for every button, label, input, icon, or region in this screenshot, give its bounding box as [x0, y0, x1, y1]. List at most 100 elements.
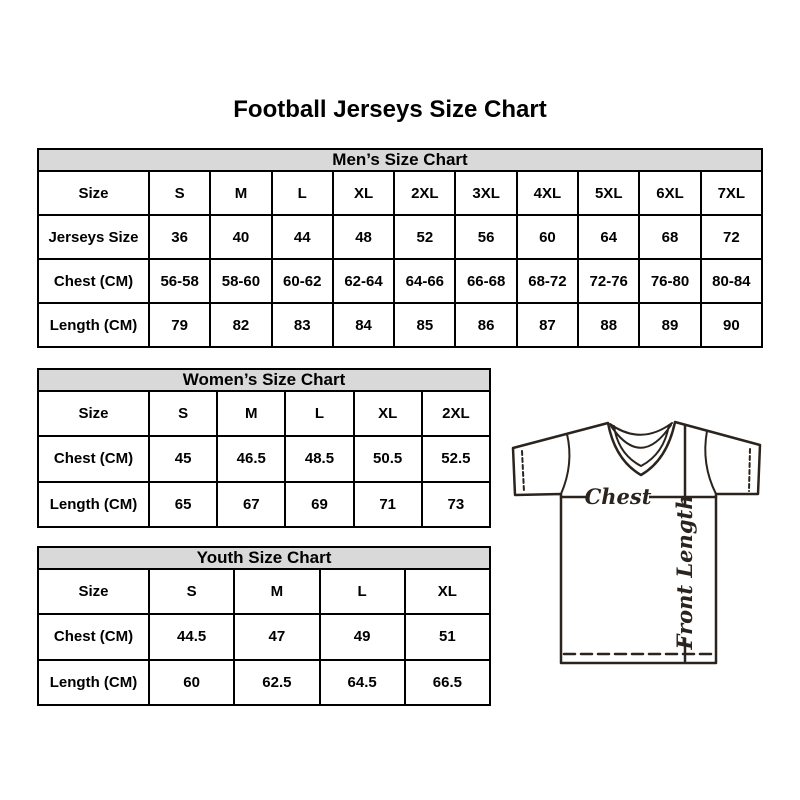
row-label-cell: Chest (CM) [37, 258, 150, 304]
value-cell: 48.5 [284, 435, 355, 483]
value-cell: 40 [209, 214, 273, 260]
value-cell: 4XL [515, 170, 580, 216]
table-header-row: Women’s Size Chart [37, 368, 491, 392]
value-cell: 87 [515, 302, 580, 348]
right-armhole-seam [704, 430, 717, 495]
value-cell: M [209, 170, 273, 216]
row-label-cell: Size [37, 567, 150, 616]
row-label-cell: Jerseys Size [37, 214, 150, 260]
value-cell: XL [331, 170, 396, 216]
value-cell: 48 [331, 214, 396, 260]
value-cell: 45 [147, 435, 219, 483]
value-cell: 3XL [454, 170, 518, 216]
value-cell: M [216, 389, 287, 438]
youth-size-table: Youth Size Chart Size S M L XL Chest (CM) 44.5… [37, 546, 492, 707]
value-cell: 62-64 [331, 258, 396, 304]
value-cell: 46.5 [216, 435, 287, 483]
value-cell: 64 [577, 214, 641, 260]
value-cell: 62.5 [233, 658, 321, 707]
value-cell: 56-58 [147, 258, 212, 304]
table-row: Length (CM) 79 82 83 84 85 86 87 88 89 90 [37, 302, 764, 348]
value-cell: 66.5 [403, 658, 492, 707]
table-row: Chest (CM) 44.5 47 49 51 [37, 613, 492, 661]
front-length-label: Front Length [672, 495, 697, 651]
value-cell: 6XL [638, 170, 702, 216]
table-row: Size S M L XL [37, 567, 492, 616]
table-row: Length (CM) 60 62.5 64.5 66.5 [37, 658, 492, 707]
value-cell: 72-76 [577, 258, 641, 304]
left-cuff-dashed-seam [521, 450, 525, 493]
value-cell: 76-80 [638, 258, 702, 304]
value-cell: 64-66 [393, 258, 457, 304]
value-cell: 44 [270, 214, 334, 260]
value-cell: S [147, 389, 219, 438]
chest-label: Chest [585, 484, 652, 509]
value-cell: 60 [147, 658, 236, 707]
value-cell: L [284, 389, 355, 438]
value-cell: 60 [515, 214, 580, 260]
value-cell: 90 [699, 302, 764, 348]
value-cell: 80-84 [699, 258, 764, 304]
row-label-cell: Chest (CM) [37, 613, 150, 661]
value-cell: 82 [209, 302, 273, 348]
table-row: Size S M L XL 2XL 3XL 4XL 5XL 6XL 7XL [37, 170, 764, 216]
value-cell: 84 [331, 302, 396, 348]
table-row: Chest (CM) 45 46.5 48.5 50.5 52.5 [37, 435, 492, 483]
value-cell: 51 [403, 613, 492, 661]
table-row: Jerseys Size 36 40 44 48 52 56 60 64 68 72 [37, 214, 764, 260]
value-cell: 86 [454, 302, 518, 348]
value-cell: 88 [577, 302, 641, 348]
value-cell: 67 [216, 480, 287, 529]
value-cell: 52 [393, 214, 457, 260]
left-armhole-seam [560, 433, 571, 495]
value-cell: 83 [270, 302, 334, 348]
value-cell: S [147, 567, 236, 616]
table-row: Chest (CM) 56-58 58-60 60-62 62-64 64-66 66-68… [37, 258, 764, 304]
value-cell: 66-68 [454, 258, 518, 304]
value-cell: 49 [318, 613, 406, 661]
value-cell: 64.5 [318, 658, 406, 707]
value-cell: 65 [147, 480, 219, 529]
row-label-cell: Length (CM) [37, 302, 150, 348]
row-label-cell: Size [37, 389, 150, 438]
value-cell: M [233, 567, 321, 616]
value-cell: L [318, 567, 406, 616]
row-label-cell: Size [37, 170, 150, 216]
chest-label-bg [587, 484, 649, 509]
value-cell: 69 [284, 480, 355, 529]
value-cell: S [147, 170, 212, 216]
row-label-cell: Length (CM) [37, 658, 150, 707]
mens-size-table: Men’s Size Chart Size S M L XL 2XL 3XL 4XL 5XL 6X… [37, 148, 764, 348]
page-title: Football Jerseys Size Chart [233, 96, 547, 123]
right-cuff-dashed-seam [748, 448, 751, 492]
collar-band-lines [609, 422, 673, 467]
value-cell: 85 [393, 302, 457, 348]
value-cell: 68-72 [515, 258, 580, 304]
value-cell: 89 [638, 302, 702, 348]
value-cell: 7XL [699, 170, 764, 216]
womens-size-table: Women’s Size Chart Size S M L XL 2XL Chest (CM… [37, 368, 492, 529]
row-label-cell: Chest (CM) [37, 435, 150, 483]
row-label-cell: Length (CM) [37, 480, 150, 529]
table-row: Size S M L XL 2XL [37, 389, 492, 438]
value-cell: 79 [147, 302, 212, 348]
value-cell: 68 [638, 214, 702, 260]
mens-table-title: Men’s Size Chart [37, 148, 763, 172]
womens-table-title: Women’s Size Chart [37, 368, 491, 392]
value-cell: 71 [352, 480, 423, 529]
value-cell: 58-60 [209, 258, 273, 304]
value-cell: 47 [233, 613, 321, 661]
youth-table-title: Youth Size Chart [37, 546, 491, 570]
front-length-label-bg [673, 506, 697, 638]
value-cell: 73 [420, 480, 492, 529]
value-cell: 72 [699, 214, 764, 260]
value-cell: 56 [454, 214, 518, 260]
value-cell: L [270, 170, 334, 216]
value-cell: XL [352, 389, 423, 438]
value-cell: 52.5 [420, 435, 492, 483]
value-cell: 60-62 [270, 258, 334, 304]
table-header-row: Men’s Size Chart [37, 148, 763, 172]
value-cell: 2XL [393, 170, 457, 216]
table-header-row: Youth Size Chart [37, 546, 491, 570]
